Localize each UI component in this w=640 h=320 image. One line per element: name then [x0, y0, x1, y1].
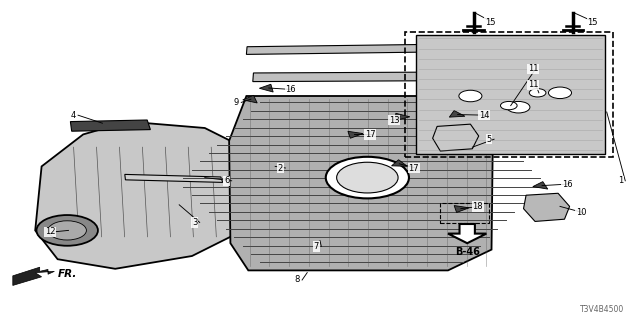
Text: 4: 4: [70, 111, 76, 120]
Polygon shape: [229, 96, 493, 270]
Text: 14: 14: [479, 111, 489, 120]
Polygon shape: [125, 174, 223, 182]
Polygon shape: [70, 120, 150, 131]
Text: B-46: B-46: [455, 247, 479, 257]
Polygon shape: [243, 95, 257, 103]
Text: T3V4B4500: T3V4B4500: [580, 305, 624, 314]
Polygon shape: [392, 160, 407, 166]
Circle shape: [548, 87, 572, 99]
Polygon shape: [348, 131, 363, 138]
Circle shape: [48, 221, 86, 240]
Text: 15: 15: [485, 18, 495, 27]
Text: 3: 3: [192, 218, 197, 227]
Circle shape: [337, 162, 398, 193]
Polygon shape: [454, 205, 469, 212]
Text: 13: 13: [389, 116, 400, 124]
Polygon shape: [433, 124, 479, 151]
Text: 1: 1: [618, 176, 623, 185]
Circle shape: [500, 101, 517, 110]
Polygon shape: [533, 182, 548, 189]
Circle shape: [459, 90, 482, 102]
Circle shape: [36, 215, 98, 246]
Text: 16: 16: [562, 180, 573, 188]
Text: 11: 11: [528, 64, 538, 73]
Polygon shape: [396, 113, 410, 120]
Polygon shape: [259, 84, 273, 92]
Polygon shape: [246, 44, 447, 54]
Polygon shape: [416, 35, 605, 154]
Text: 6: 6: [224, 176, 229, 185]
Text: 15: 15: [588, 18, 598, 27]
Circle shape: [529, 89, 546, 97]
Polygon shape: [524, 193, 570, 221]
Text: 10: 10: [576, 208, 586, 217]
Polygon shape: [449, 110, 465, 117]
Circle shape: [507, 101, 530, 113]
Text: 18: 18: [472, 202, 483, 211]
Text: 8: 8: [294, 276, 300, 284]
Polygon shape: [448, 224, 486, 243]
Text: 7: 7: [314, 242, 319, 251]
Text: 16: 16: [285, 85, 296, 94]
Text: 17: 17: [365, 130, 376, 139]
Polygon shape: [253, 72, 456, 82]
Text: 11: 11: [528, 80, 538, 89]
Circle shape: [326, 157, 409, 198]
Text: 17: 17: [408, 164, 419, 172]
Text: 12: 12: [45, 228, 55, 236]
Text: 5: 5: [486, 135, 492, 144]
Text: 9: 9: [234, 98, 239, 107]
Text: FR.: FR.: [58, 268, 77, 279]
Text: 2: 2: [278, 164, 283, 172]
Polygon shape: [13, 267, 54, 285]
Polygon shape: [35, 122, 250, 269]
